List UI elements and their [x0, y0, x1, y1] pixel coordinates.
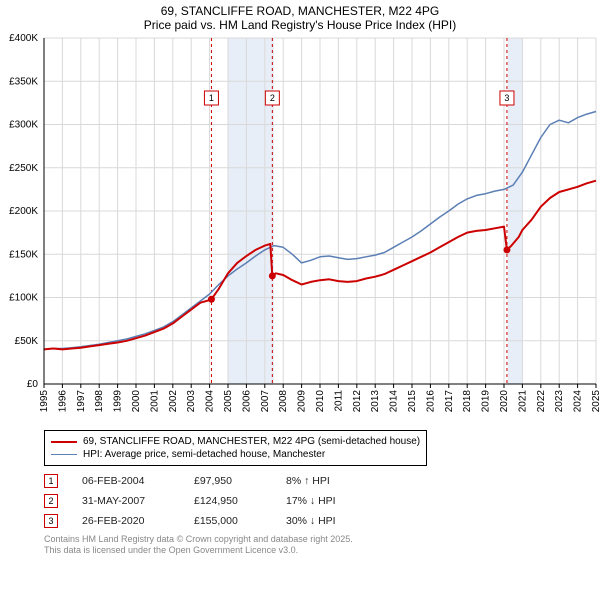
svg-text:2014: 2014 — [389, 390, 400, 413]
event-date: 06-FEB-2004 — [82, 475, 170, 487]
event-marker: 3 — [44, 514, 58, 528]
chart-plot: £0 £50K £100K £150K £200K £250K £300K £350K £400… — [0, 34, 600, 424]
svg-text:2024: 2024 — [573, 390, 584, 413]
svg-text:2025: 2025 — [591, 390, 600, 413]
svg-text:2: 2 — [270, 93, 275, 103]
legend-swatch — [51, 441, 77, 443]
legend-label: 69, STANCLIFFE ROAD, MANCHESTER, M22 4PG… — [83, 435, 420, 448]
svg-text:2021: 2021 — [517, 390, 528, 413]
legend: 69, STANCLIFFE ROAD, MANCHESTER, M22 4PG… — [44, 430, 427, 466]
legend-item: HPI: Average price, semi-detached house,… — [51, 448, 420, 461]
svg-text:£100K: £100K — [9, 293, 38, 304]
svg-text:2002: 2002 — [168, 390, 179, 413]
svg-text:2017: 2017 — [444, 390, 455, 413]
svg-text:2006: 2006 — [241, 390, 252, 413]
svg-text:2000: 2000 — [131, 390, 142, 413]
event-marker: 2 — [44, 494, 58, 508]
svg-text:£0: £0 — [27, 379, 39, 390]
chart-title: 69, STANCLIFFE ROAD, MANCHESTER, M22 4PG — [0, 0, 600, 18]
svg-text:1997: 1997 — [76, 390, 87, 413]
svg-text:2016: 2016 — [425, 390, 436, 413]
svg-text:2004: 2004 — [205, 390, 216, 413]
svg-text:2011: 2011 — [333, 390, 344, 412]
svg-text:1: 1 — [209, 93, 214, 103]
svg-text:2010: 2010 — [315, 390, 326, 413]
svg-text:£350K: £350K — [9, 76, 38, 87]
svg-text:2005: 2005 — [223, 390, 234, 413]
event-row: 2 31-MAY-2007 £124,950 17% ↓ HPI — [44, 494, 590, 508]
events-table: 1 06-FEB-2004 £97,950 8% ↑ HPI 2 31-MAY-2007 £… — [44, 474, 590, 528]
event-price: £97,950 — [194, 475, 262, 487]
svg-text:2012: 2012 — [352, 390, 363, 413]
svg-text:1995: 1995 — [39, 390, 50, 413]
svg-text:2020: 2020 — [499, 390, 510, 413]
event-date: 31-MAY-2007 — [82, 495, 170, 507]
svg-text:2013: 2013 — [370, 390, 381, 413]
event-price: £155,000 — [194, 515, 262, 527]
svg-text:1996: 1996 — [57, 390, 68, 413]
svg-text:2009: 2009 — [297, 390, 308, 413]
svg-text:£250K: £250K — [9, 163, 38, 174]
legend-item: 69, STANCLIFFE ROAD, MANCHESTER, M22 4PG… — [51, 435, 420, 448]
svg-text:2008: 2008 — [278, 390, 289, 413]
event-row: 3 26-FEB-2020 £155,000 30% ↓ HPI — [44, 514, 590, 528]
svg-text:2007: 2007 — [260, 390, 271, 413]
svg-text:2003: 2003 — [186, 390, 197, 413]
svg-text:2018: 2018 — [462, 390, 473, 413]
svg-text:£200K: £200K — [9, 206, 38, 217]
svg-text:£150K: £150K — [9, 249, 38, 260]
svg-text:2015: 2015 — [407, 390, 418, 413]
svg-text:2022: 2022 — [536, 390, 547, 413]
svg-text:2001: 2001 — [149, 390, 160, 413]
event-delta: 17% ↓ HPI — [286, 495, 336, 507]
svg-text:1998: 1998 — [94, 390, 105, 413]
legend-label: HPI: Average price, semi-detached house,… — [83, 448, 325, 461]
chart-subtitle: Price paid vs. HM Land Registry's House … — [0, 18, 600, 34]
svg-text:2023: 2023 — [554, 390, 565, 413]
footer-line2: This data is licensed under the Open Gov… — [44, 545, 590, 556]
event-delta: 8% ↑ HPI — [286, 475, 330, 487]
svg-text:£300K: £300K — [9, 120, 38, 131]
legend-swatch — [51, 454, 77, 456]
event-marker: 1 — [44, 474, 58, 488]
footer-line1: Contains HM Land Registry data © Crown c… — [44, 534, 590, 545]
svg-text:3: 3 — [504, 93, 509, 103]
event-price: £124,950 — [194, 495, 262, 507]
svg-text:1999: 1999 — [113, 390, 124, 413]
footer-attribution: Contains HM Land Registry data © Crown c… — [44, 534, 590, 557]
svg-text:£400K: £400K — [9, 34, 38, 44]
svg-text:£50K: £50K — [15, 336, 39, 347]
event-date: 26-FEB-2020 — [82, 515, 170, 527]
event-delta: 30% ↓ HPI — [286, 515, 336, 527]
svg-text:2019: 2019 — [481, 390, 492, 413]
event-row: 1 06-FEB-2004 £97,950 8% ↑ HPI — [44, 474, 590, 488]
